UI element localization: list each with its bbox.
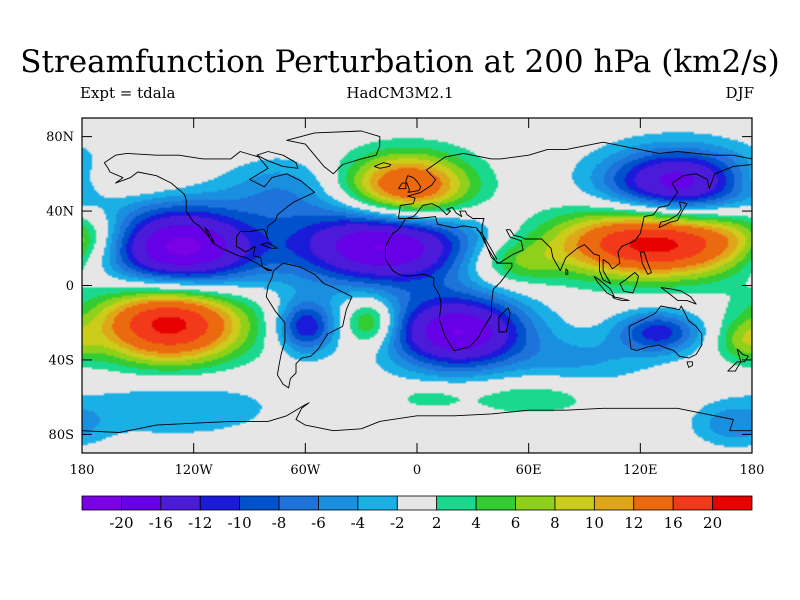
colorbar-level-label: 16 [664,514,683,532]
colorbar-level-label: -10 [228,514,252,532]
lon-tick-label: 0 [413,463,421,478]
coastline-borneo [619,272,639,294]
coastline-sri-lanka [565,268,569,275]
colorbar-level-label: 2 [432,514,442,532]
colorbar-swatch [436,495,477,511]
lon-tick-label: 60E [516,463,542,478]
colorbar-swatch [121,495,162,511]
colorbar-level-label: -20 [109,514,133,532]
colorbar-swatch [199,495,241,511]
coastline-antarctica [82,402,752,433]
colorbar-swatch [475,495,516,511]
colorbar-level-label: 6 [511,514,521,532]
colorbar-swatch [672,495,713,511]
lon-tick-label: 120W [175,463,214,478]
lon-tick-label: 60W [290,463,321,478]
coastline-iceland [374,162,392,169]
lat-tick-label: 40N [46,205,74,220]
model-label: HadCM3M2.1 [346,84,454,102]
colorbar-level-label: 8 [550,514,560,532]
coastline-africa [384,216,513,352]
colorbar-swatch [239,495,280,511]
lon-tick-label: 120E [623,463,657,478]
colorbar-legend: -20 -16 -12 -10 -8 -6 -4 -2 2 4 6 8 10 12 16 20 [81,495,753,532]
colorbar-swatch [81,495,122,511]
coastline-cuba [260,242,278,249]
lat-tick-label: 80N [46,130,74,145]
coastline-eurasia [397,141,752,285]
lat-tick-label: 0 [66,279,74,294]
coastline-tasmania [686,361,693,368]
colorbar-swatch [554,495,595,511]
coastline-new-guinea [660,286,697,305]
coastline-north-america [103,151,316,272]
latitude-ticks: 80N 40N 0 40S 80S [46,130,752,443]
colorbar-level-label: -8 [272,514,287,532]
lon-tick-label: 180 [70,463,95,478]
colorbar-level-label: 12 [624,514,643,532]
colorbar-swatch [396,495,438,511]
colorbar-level-label: -2 [390,514,405,532]
coastline-madagascar [498,307,511,333]
colorbar-level-label: -6 [311,514,326,532]
colorbar-swatch [515,495,556,511]
map-area [81,117,753,454]
coastline-baffin-island [256,151,299,169]
lon-tick-label: 180 [740,463,765,478]
colorbar-swatch [278,495,319,511]
coastline-arabia-red-sea [476,229,498,260]
colorbar-level-label: -4 [351,514,366,532]
colorbar-swatch [160,495,201,511]
coastline-british-isles [398,175,422,193]
coastlines [82,130,752,433]
streamfunction-contour-fill [82,118,752,453]
coastline-australia [628,305,703,359]
colorbar-level-label: 20 [703,514,722,532]
colorbar-swatch [357,495,398,511]
coastline-philippines [639,251,652,275]
colorbar-level-label: -12 [188,514,212,532]
experiment-label: Expt = tdala [80,84,176,102]
lat-tick-label: 40S [49,353,74,368]
coastline-new-zealand [727,348,749,372]
lat-tick-label: 80S [49,428,74,443]
coastline-java [612,296,630,301]
colorbar-swatch [593,495,635,511]
coastline-japan [658,201,688,229]
page-title: Streamfunction Perturbation at 200 hPa (… [20,44,780,80]
colorbar-swatch [712,495,753,511]
colorbar-level-label: -16 [149,514,173,532]
longitude-ticks: 180 120W 60W 0 60E 120E 180 [70,118,765,478]
season-label: DJF [725,84,754,102]
colorbar-level-label: 4 [471,514,481,532]
coastline-greenland [286,130,381,175]
coastline-south-america [265,262,353,389]
colorbar-swatch [318,495,359,511]
colorbar-level-label: 10 [585,514,604,532]
colorbar-swatch [633,495,674,511]
